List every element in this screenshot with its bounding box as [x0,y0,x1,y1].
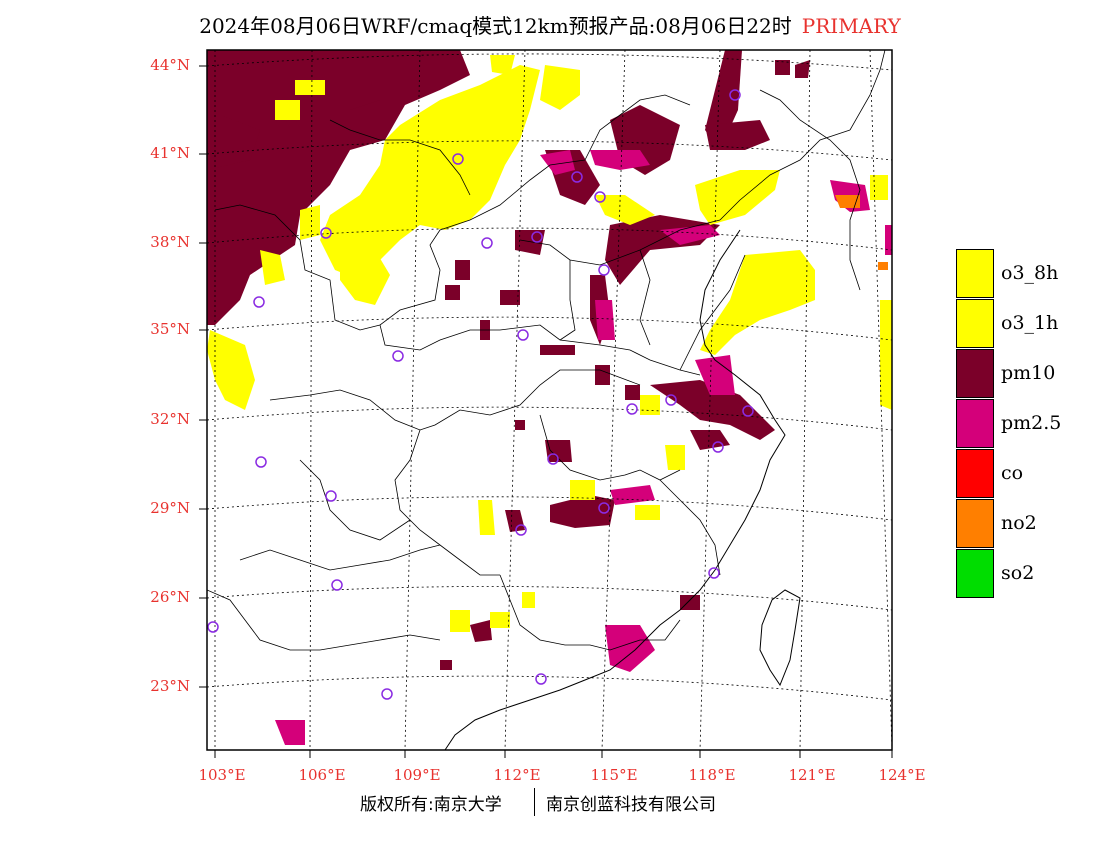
title-tag: PRIMARY [801,14,901,38]
lat-label-35: 35°N [150,320,190,338]
lat-label-41: 41°N [150,144,190,162]
copyright-text: 版权所有:南京大学 [360,795,502,815]
lon-label-103: 103°E [198,766,246,784]
lat-label-38: 38°N [150,233,190,251]
coastline [444,229,786,750]
legend-swatch [956,399,994,448]
taiwan-outline [759,589,801,687]
legend-label: co [1001,462,1024,484]
boundaries [207,50,886,651]
legend-swatch [956,299,994,348]
lon-label-121: 121°E [788,766,836,784]
legend-label: o3_8h [1001,262,1059,284]
legend-label: pm2.5 [1001,412,1062,434]
lat-label-23: 23°N [150,677,190,695]
footer-divider [534,788,535,816]
lon-label-118: 118°E [688,766,736,784]
lat-label-29: 29°N [150,499,190,517]
lat-label-32: 32°N [150,410,190,428]
lat-label-26: 26°N [150,588,190,606]
legend-swatch [956,449,994,498]
legend-swatch [956,549,994,598]
no2-regions [835,195,888,270]
lon-label-109: 109°E [393,766,441,784]
lon-label-112: 112°E [493,766,541,784]
map-title: 2024年08月06日WRF/cmaq模式12km预报产品:08月06日22时 P… [0,10,1100,39]
lon-label-106: 106°E [298,766,346,784]
o3-regions [207,55,892,632]
graticule [207,50,892,750]
lat-label-44: 44°N [150,56,190,74]
company-text: 南京创蓝科技有限公司 [546,795,716,815]
legend-label: no2 [1001,512,1037,534]
legend-label: so2 [1001,562,1035,584]
pm25-regions [275,150,892,745]
title-text: 2024年08月06日WRF/cmaq模式12km预报产品:08月06日22时 [199,14,792,38]
legend-swatch [956,499,994,548]
lon-label-124: 124°E [878,766,926,784]
plot-frame [199,49,893,758]
station-markers [207,89,754,700]
legend-swatch [956,249,994,298]
legend-swatch [956,349,994,398]
legend-label: o3_1h [1001,312,1059,334]
lon-label-115: 115°E [590,766,638,784]
legend-label: pm10 [1001,362,1056,384]
